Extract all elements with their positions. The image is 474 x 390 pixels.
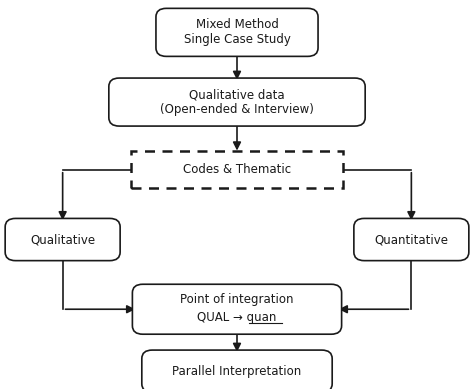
Text: Qualitative data
(Open-ended & Interview): Qualitative data (Open-ended & Interview… [160, 88, 314, 116]
FancyBboxPatch shape [354, 218, 469, 261]
Text: Parallel Interpretation: Parallel Interpretation [173, 365, 301, 378]
FancyBboxPatch shape [142, 350, 332, 390]
FancyBboxPatch shape [156, 8, 318, 57]
Text: Quantitative: Quantitative [374, 233, 448, 246]
Text: Qualitative: Qualitative [30, 233, 95, 246]
Text: Mixed Method
Single Case Study: Mixed Method Single Case Study [183, 18, 291, 46]
Text: Point of integration: Point of integration [180, 293, 294, 307]
FancyBboxPatch shape [109, 78, 365, 126]
Text: Codes & Thematic: Codes & Thematic [183, 163, 291, 176]
FancyBboxPatch shape [5, 218, 120, 261]
Text: QUAL → quan: QUAL → quan [197, 311, 277, 324]
FancyBboxPatch shape [132, 284, 342, 334]
FancyBboxPatch shape [131, 151, 343, 188]
